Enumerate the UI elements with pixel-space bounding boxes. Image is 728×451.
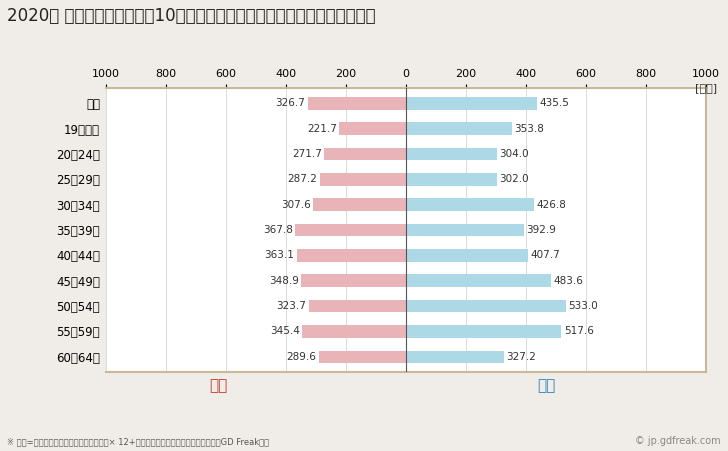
- Bar: [406, 325, 561, 338]
- Bar: [406, 224, 524, 236]
- Text: 348.9: 348.9: [269, 276, 298, 286]
- Text: 345.4: 345.4: [270, 327, 300, 336]
- Text: 533.0: 533.0: [569, 301, 598, 311]
- Bar: [301, 274, 406, 287]
- Text: 289.6: 289.6: [287, 352, 317, 362]
- Text: 女性: 女性: [209, 378, 228, 393]
- Bar: [308, 97, 406, 110]
- Text: 男性: 男性: [537, 378, 555, 393]
- Bar: [302, 325, 406, 338]
- Text: 2020年 民間企業（従業者数10人以上）フルタイム労働者の男女別平均年収: 2020年 民間企業（従業者数10人以上）フルタイム労働者の男女別平均年収: [7, 7, 376, 25]
- Bar: [296, 224, 406, 236]
- Text: 326.7: 326.7: [275, 98, 305, 108]
- Text: 323.7: 323.7: [277, 301, 306, 311]
- Text: 221.7: 221.7: [307, 124, 337, 133]
- Text: ※ 年収=「きまって支給する現金給与額」× 12+「年間賞与その他特別給与額」としてGD Freak推計: ※ 年収=「きまって支給する現金給与額」× 12+「年間賞与その他特別給与額」と…: [7, 437, 269, 446]
- Bar: [406, 350, 504, 363]
- Bar: [324, 147, 406, 160]
- Text: 271.7: 271.7: [292, 149, 322, 159]
- Text: 363.1: 363.1: [264, 250, 294, 260]
- Text: 426.8: 426.8: [537, 200, 566, 210]
- Bar: [406, 173, 496, 186]
- Bar: [406, 97, 537, 110]
- Text: [万円]: [万円]: [695, 83, 717, 93]
- Text: 353.8: 353.8: [515, 124, 545, 133]
- Bar: [320, 173, 406, 186]
- Bar: [406, 147, 497, 160]
- Bar: [406, 198, 534, 211]
- Bar: [339, 122, 406, 135]
- Text: 517.6: 517.6: [563, 327, 593, 336]
- Bar: [309, 300, 406, 313]
- Bar: [406, 249, 529, 262]
- Text: © jp.gdfreak.com: © jp.gdfreak.com: [635, 437, 721, 446]
- Text: 307.6: 307.6: [281, 200, 311, 210]
- Text: 392.9: 392.9: [526, 225, 556, 235]
- Text: 327.2: 327.2: [507, 352, 537, 362]
- Text: 302.0: 302.0: [499, 174, 529, 184]
- Text: 435.5: 435.5: [539, 98, 569, 108]
- Text: 367.8: 367.8: [263, 225, 293, 235]
- Text: 407.7: 407.7: [531, 250, 561, 260]
- Text: 483.6: 483.6: [553, 276, 583, 286]
- Bar: [319, 350, 406, 363]
- Bar: [297, 249, 406, 262]
- Bar: [314, 198, 406, 211]
- Bar: [406, 274, 551, 287]
- Text: 304.0: 304.0: [499, 149, 529, 159]
- Text: 287.2: 287.2: [288, 174, 317, 184]
- Bar: [406, 122, 512, 135]
- Bar: [406, 300, 566, 313]
